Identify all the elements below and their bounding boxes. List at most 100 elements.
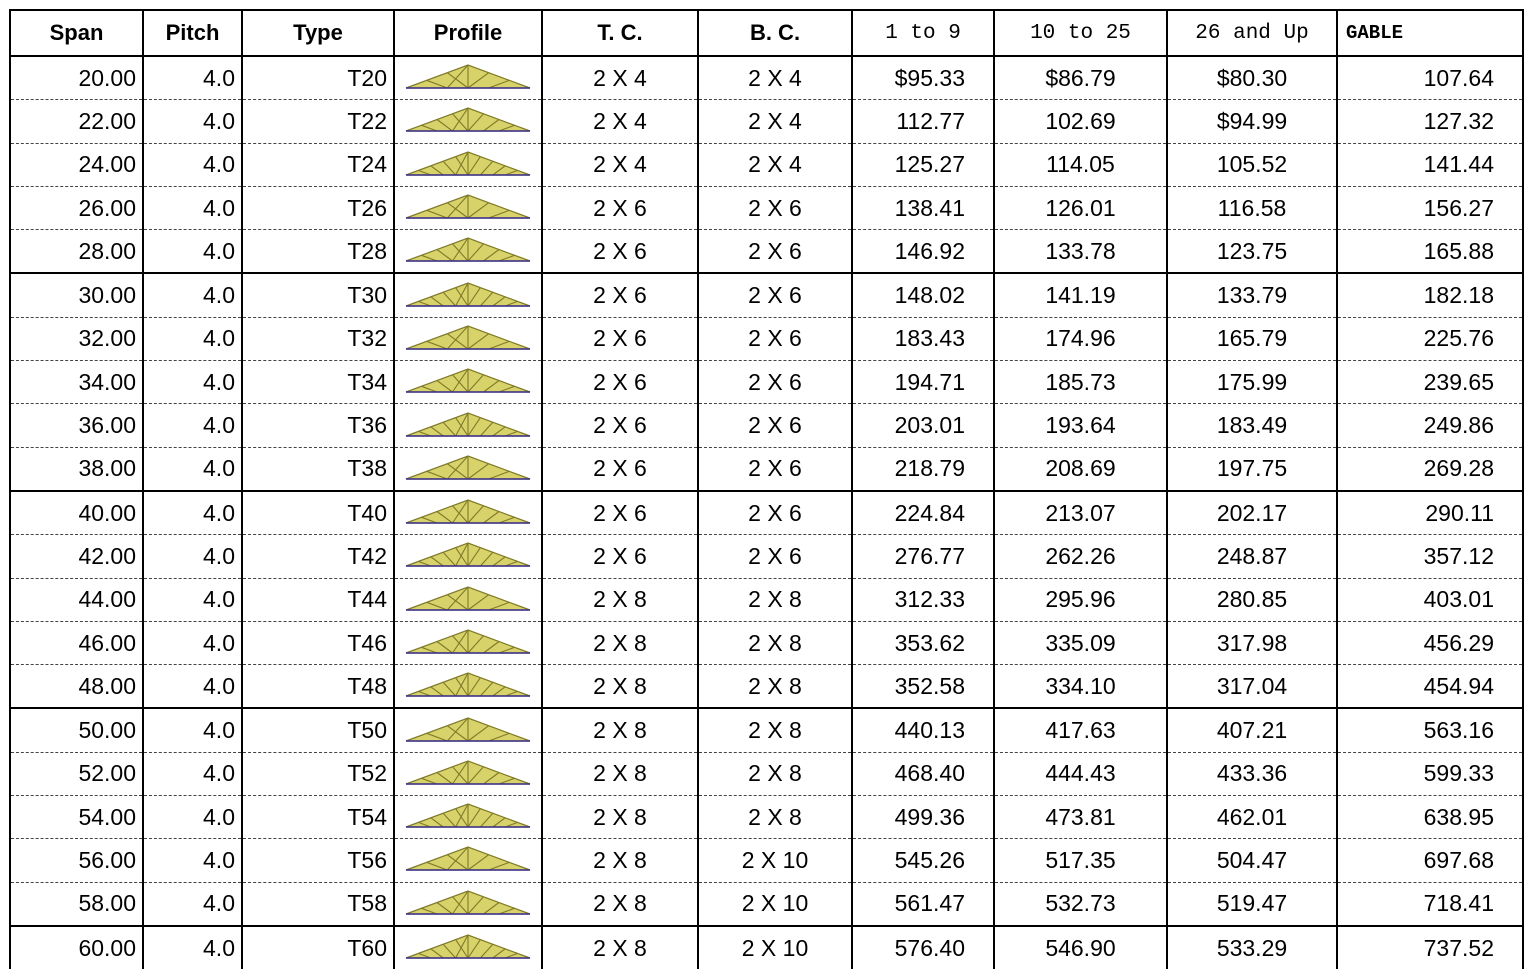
span-cell: 46.00: [9, 621, 144, 666]
span-cell: 40.00: [9, 489, 144, 536]
truss-profile-icon: [405, 934, 531, 959]
span-cell: 56.00: [9, 838, 144, 883]
gable-price-cell: 697.68: [1336, 838, 1524, 883]
bottom-chord-cell: 2 X 4: [697, 56, 853, 101]
truss-profile-icon: [405, 237, 531, 263]
truss-profile-icon: [405, 760, 531, 785]
type-cell: T60: [241, 924, 395, 970]
price-10-to-25-cell: 174.96: [993, 317, 1168, 362]
type-cell: T26: [241, 186, 395, 231]
price-1-to-9-cell: 468.40: [851, 752, 995, 797]
span-cell: 24.00: [9, 143, 144, 187]
truss-profile-icon: [405, 368, 531, 393]
price-1-to-9-cell: 312.33: [851, 578, 995, 622]
profile-cell: [393, 621, 543, 666]
profile-cell: [393, 707, 543, 753]
span-cell: 54.00: [9, 795, 144, 840]
bottom-chord-cell: 2 X 6: [697, 229, 853, 274]
bottom-chord-cell: 2 X 8: [697, 795, 853, 840]
span-cell: 34.00: [9, 360, 144, 405]
price-26-and-up-cell: $94.99: [1166, 99, 1338, 144]
gable-price-cell: 141.44: [1336, 143, 1524, 187]
top-chord-cell: 2 X 6: [541, 360, 699, 405]
type-cell: T40: [241, 489, 395, 536]
gable-price-cell: 599.33: [1336, 752, 1524, 797]
bottom-chord-cell: 2 X 10: [697, 924, 853, 970]
pitch-cell: 4.0: [142, 56, 243, 101]
truss-profile-icon: [405, 846, 531, 872]
truss-profile-icon: [405, 325, 531, 350]
price-10-to-25-cell: 473.81: [993, 795, 1168, 840]
top-chord-cell: 2 X 8: [541, 707, 699, 753]
type-cell: T24: [241, 143, 395, 187]
type-cell: T30: [241, 272, 395, 318]
gable-price-cell: 718.41: [1336, 882, 1524, 927]
price-1-to-9-cell: 138.41: [851, 186, 995, 231]
profile-cell: [393, 317, 543, 362]
span-cell: 50.00: [9, 707, 144, 753]
gable-price-cell: 127.32: [1336, 99, 1524, 144]
pitch-cell: 4.0: [142, 317, 243, 362]
top-chord-cell: 2 X 4: [541, 143, 699, 187]
type-cell: T54: [241, 795, 395, 840]
type-cell: T42: [241, 534, 395, 579]
price-1-to-9-cell: 545.26: [851, 838, 995, 883]
top-chord-cell: 2 X 8: [541, 838, 699, 883]
type-cell: T38: [241, 447, 395, 492]
span-cell: 52.00: [9, 752, 144, 797]
bottom-chord-cell: 2 X 6: [697, 489, 853, 536]
gable-price-cell: 290.11: [1336, 489, 1524, 536]
price-26-and-up-cell: 248.87: [1166, 534, 1338, 579]
header-price-1-to-9: 1 to 9: [851, 9, 995, 57]
header-gable: GABLE: [1336, 9, 1524, 57]
top-chord-cell: 2 X 8: [541, 578, 699, 622]
truss-profile-icon: [405, 107, 531, 133]
span-cell: 22.00: [9, 99, 144, 144]
gable-price-cell: 249.86: [1336, 403, 1524, 448]
type-cell: T58: [241, 882, 395, 927]
price-10-to-25-cell: 102.69: [993, 99, 1168, 144]
top-chord-cell: 2 X 8: [541, 795, 699, 840]
truss-profile-icon: [405, 194, 531, 219]
bottom-chord-cell: 2 X 8: [697, 707, 853, 753]
span-cell: 32.00: [9, 317, 144, 362]
price-26-and-up-cell: 280.85: [1166, 578, 1338, 622]
price-1-to-9-cell: $95.33: [851, 56, 995, 101]
gable-price-cell: 225.76: [1336, 317, 1524, 362]
profile-cell: [393, 838, 543, 883]
price-10-to-25-cell: 532.73: [993, 882, 1168, 927]
gable-price-cell: 182.18: [1336, 272, 1524, 318]
price-1-to-9-cell: 352.58: [851, 664, 995, 709]
price-10-to-25-cell: 133.78: [993, 229, 1168, 274]
bottom-chord-cell: 2 X 4: [697, 99, 853, 144]
profile-cell: [393, 99, 543, 144]
price-1-to-9-cell: 218.79: [851, 447, 995, 492]
price-26-and-up-cell: 183.49: [1166, 403, 1338, 448]
gable-price-cell: 269.28: [1336, 447, 1524, 492]
price-10-to-25-cell: 193.64: [993, 403, 1168, 448]
top-chord-cell: 2 X 8: [541, 621, 699, 666]
pitch-cell: 4.0: [142, 924, 243, 970]
pitch-cell: 4.0: [142, 186, 243, 231]
price-1-to-9-cell: 183.43: [851, 317, 995, 362]
header-bottom-chord: B. C.: [697, 9, 853, 57]
price-1-to-9-cell: 194.71: [851, 360, 995, 405]
gable-price-cell: 165.88: [1336, 229, 1524, 274]
gable-price-cell: 638.95: [1336, 795, 1524, 840]
price-26-and-up-cell: 105.52: [1166, 143, 1338, 187]
top-chord-cell: 2 X 4: [541, 99, 699, 144]
price-1-to-9-cell: 499.36: [851, 795, 995, 840]
price-1-to-9-cell: 353.62: [851, 621, 995, 666]
price-26-and-up-cell: 133.79: [1166, 272, 1338, 318]
header-pitch: Pitch: [142, 9, 243, 57]
price-1-to-9-cell: 203.01: [851, 403, 995, 448]
profile-cell: [393, 924, 543, 970]
